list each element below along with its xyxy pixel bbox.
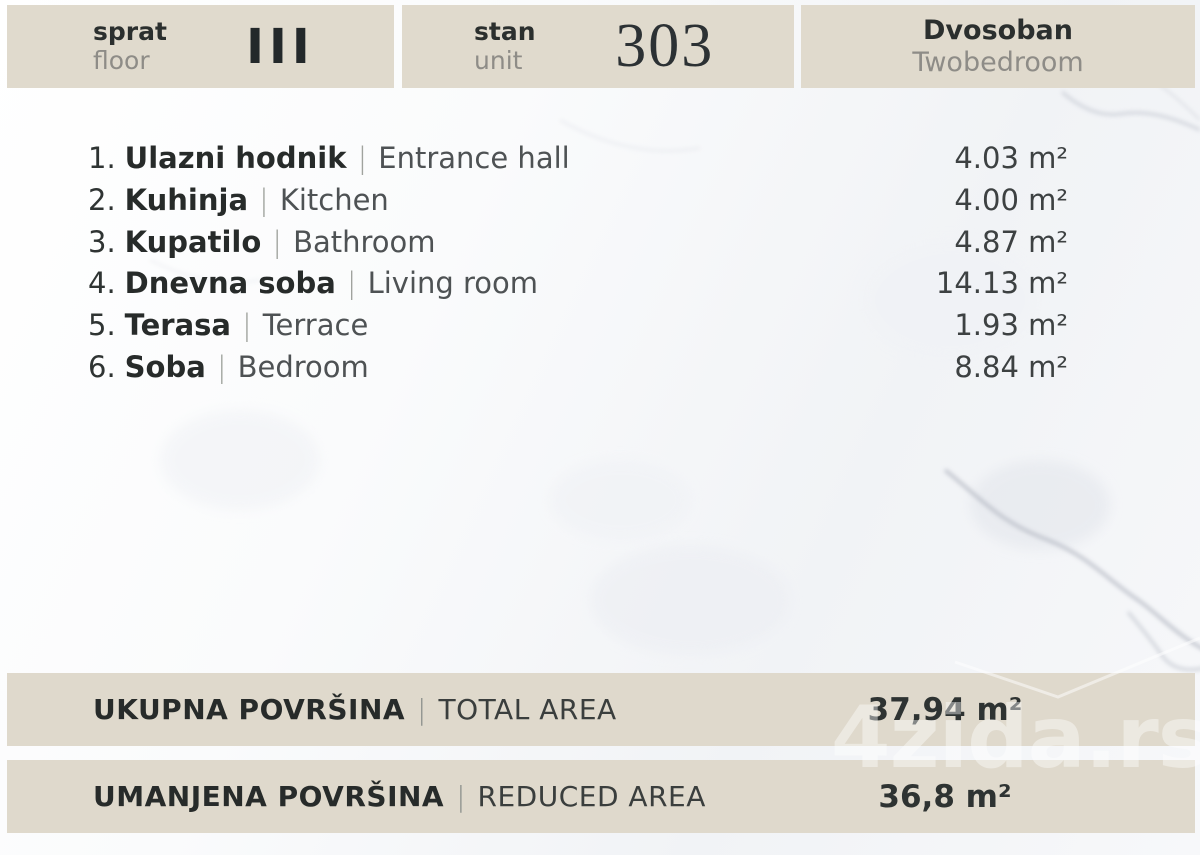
room-row: 1. Ulazni hodnik | Entrance hall 4.03 m² [88,141,1068,183]
room-name-en: Living room [367,266,539,301]
room-area: 14.13 m² [935,266,1068,301]
room-number: 1. [88,141,116,175]
unit-value: 303 [615,12,715,80]
separator: | [259,182,269,217]
total-area-value: 37,94 m² [867,691,1023,728]
room-number: 6. [88,349,116,384]
separator: | [346,266,357,301]
room-name-en: Kitchen [279,182,389,217]
separator: | [272,224,283,259]
unit-box: stan unit 303 [402,5,794,88]
room-area: 4.00 m² [954,182,1068,217]
floor-label-sr: sprat [93,16,167,46]
floor-labels: sprat floor [93,16,167,76]
room-area: 4.03 m² [954,141,1068,175]
room-list: 1. Ulazni hodnik | Entrance hall 4.03 m² 2.… [88,141,1068,392]
total-area-label-sr: UKUPNA POVRŠINA [93,693,406,726]
floor-label-en: floor [93,45,150,75]
room-name-sr: Kupatilo [124,224,262,259]
room-name: 5. Terasa | Terrace [88,308,368,342]
room-name-en: Bedroom [237,349,369,384]
total-area-label-en: TOTAL AREA [438,693,617,726]
room-name-en: Bathroom [293,224,436,259]
unit-label-sr: stan [474,16,536,46]
reduced-area-value: 36,8 m² [878,778,1012,815]
reduced-area-label-en: REDUCED AREA [477,780,706,813]
room-name: 4. Dnevna soba | Living room [88,266,538,300]
room-number: 3. [88,224,116,259]
room-name-sr: Kuhinja [124,182,249,217]
separator: | [216,349,227,384]
room-name-sr: Soba [124,349,206,384]
separator: | [456,780,466,813]
floor-box: sprat floor III [7,5,394,88]
room-area: 8.84 m² [954,349,1068,384]
room-number: 2. [88,182,116,217]
room-row: 6. Soba | Bedroom 8.84 m² [88,350,1068,392]
room-name-en: Entrance hall [378,141,570,175]
room-row: 3. Kupatilo | Bathroom 4.87 m² [88,225,1068,267]
room-name-sr: Ulazni hodnik [124,141,347,175]
unit-label-en: unit [474,45,523,75]
room-number: 5. [88,308,116,343]
room-number: 4. [88,266,116,301]
room-name: 6. Soba | Bedroom [88,350,369,384]
room-name-sr: Terasa [124,308,231,343]
room-name-en: Terrace [262,308,369,343]
room-area: 4.87 m² [954,224,1068,259]
reduced-area-label-sr: UMANJENA POVRŠINA [93,780,445,813]
room-row: 4. Dnevna soba | Living room 14.13 m² [88,266,1068,308]
type-label-sr: Dvosoban [923,15,1073,47]
room-name: 1. Ulazni hodnik | Entrance hall [88,141,570,175]
room-name: 2. Kuhinja | Kitchen [88,183,389,217]
unit-labels: stan unit [474,16,536,76]
reduced-area-label: UMANJENA POVRŠINA | REDUCED AREA [93,780,815,813]
room-row: 5. Terasa | Terrace 1.93 m² [88,308,1068,350]
room-name: 3. Kupatilo | Bathroom [88,225,436,259]
total-area-bar: UKUPNA POVRŠINA | TOTAL AREA 37,94 m² [7,673,1195,746]
separator: | [417,693,427,726]
type-label-en: Twobedroom [912,46,1084,78]
room-area: 1.93 m² [954,308,1068,343]
separator: | [241,308,252,343]
type-labels: Dvosoban Twobedroom [912,15,1083,77]
reduced-area-bar: UMANJENA POVRŠINA | REDUCED AREA 36,8 m² [7,760,1195,833]
total-area-label: UKUPNA POVRŠINA | TOTAL AREA [93,693,815,726]
floor-value: III [246,18,315,75]
room-name-sr: Dnevna soba [124,266,336,301]
apartment-type-box: Dvosoban Twobedroom [801,5,1195,88]
room-row: 2. Kuhinja | Kitchen 4.00 m² [88,183,1068,225]
separator: | [357,141,368,175]
